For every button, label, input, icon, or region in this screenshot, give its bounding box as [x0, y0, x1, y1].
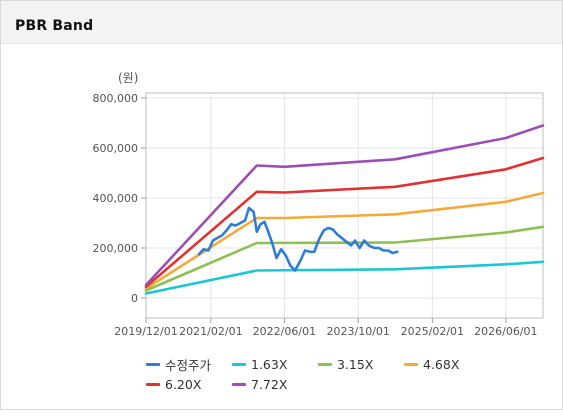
legend-item[interactable]: 7.72X [232, 377, 318, 392]
legend-label: 4.68X [423, 356, 460, 372]
x-tick-label: 2023/10/01 [327, 325, 390, 338]
x-tick-label: 2021/02/01 [179, 325, 242, 338]
series-line-6.20X [144, 156, 545, 289]
legend-swatch [404, 362, 418, 366]
y-tick-label: 400,000 [93, 192, 139, 205]
x-tick-label: 2026/06/01 [474, 325, 537, 338]
legend-item[interactable]: 수정주가 [146, 355, 232, 374]
legend-label: 1.63X [251, 356, 288, 372]
legend-item[interactable]: 6.20X [146, 377, 232, 392]
legend-item[interactable]: 1.63X [232, 357, 318, 372]
x-tick-label: 2022/06/01 [253, 325, 316, 338]
plot-border [145, 92, 544, 319]
y-tick-label: 600,000 [93, 142, 139, 155]
y-tick-label: 800,000 [93, 92, 139, 105]
series-line-4.68X [144, 191, 545, 290]
chart-legend: 수정주가 1.63X 3.15X 4.68X 6.20X 7.72X [146, 354, 536, 394]
legend-swatch [146, 382, 160, 386]
legend-swatch [232, 382, 246, 386]
x-tick-label: 2025/02/01 [401, 325, 464, 338]
panel-header: PBR Band [1, 1, 562, 44]
legend-swatch [146, 362, 160, 366]
series-line-수정주가 [197, 206, 399, 272]
y-unit-label: (원) [118, 71, 138, 85]
series-line-3.15X [144, 225, 545, 292]
legend-label: 3.15X [337, 356, 374, 372]
legend-label: 7.72X [251, 376, 288, 392]
legend-item[interactable]: 3.15X [318, 357, 404, 372]
panel-title: PBR Band [15, 18, 94, 34]
y-tick-label: 200,000 [93, 242, 139, 255]
legend-row: 수정주가 1.63X 3.15X 4.68X [146, 354, 536, 374]
legend-label: 6.20X [165, 376, 202, 392]
x-tick-label: 2019/12/01 [114, 325, 177, 338]
legend-swatch [318, 362, 332, 366]
y-tick-label: 0 [131, 292, 138, 305]
legend-item[interactable]: 4.68X [404, 357, 490, 372]
legend-label: 수정주가 [165, 357, 212, 373]
series-line-7.72X [144, 124, 545, 287]
legend-row: 6.20X 7.72X [146, 374, 536, 394]
legend-swatch [232, 362, 246, 366]
series-line-1.63X [144, 260, 545, 295]
